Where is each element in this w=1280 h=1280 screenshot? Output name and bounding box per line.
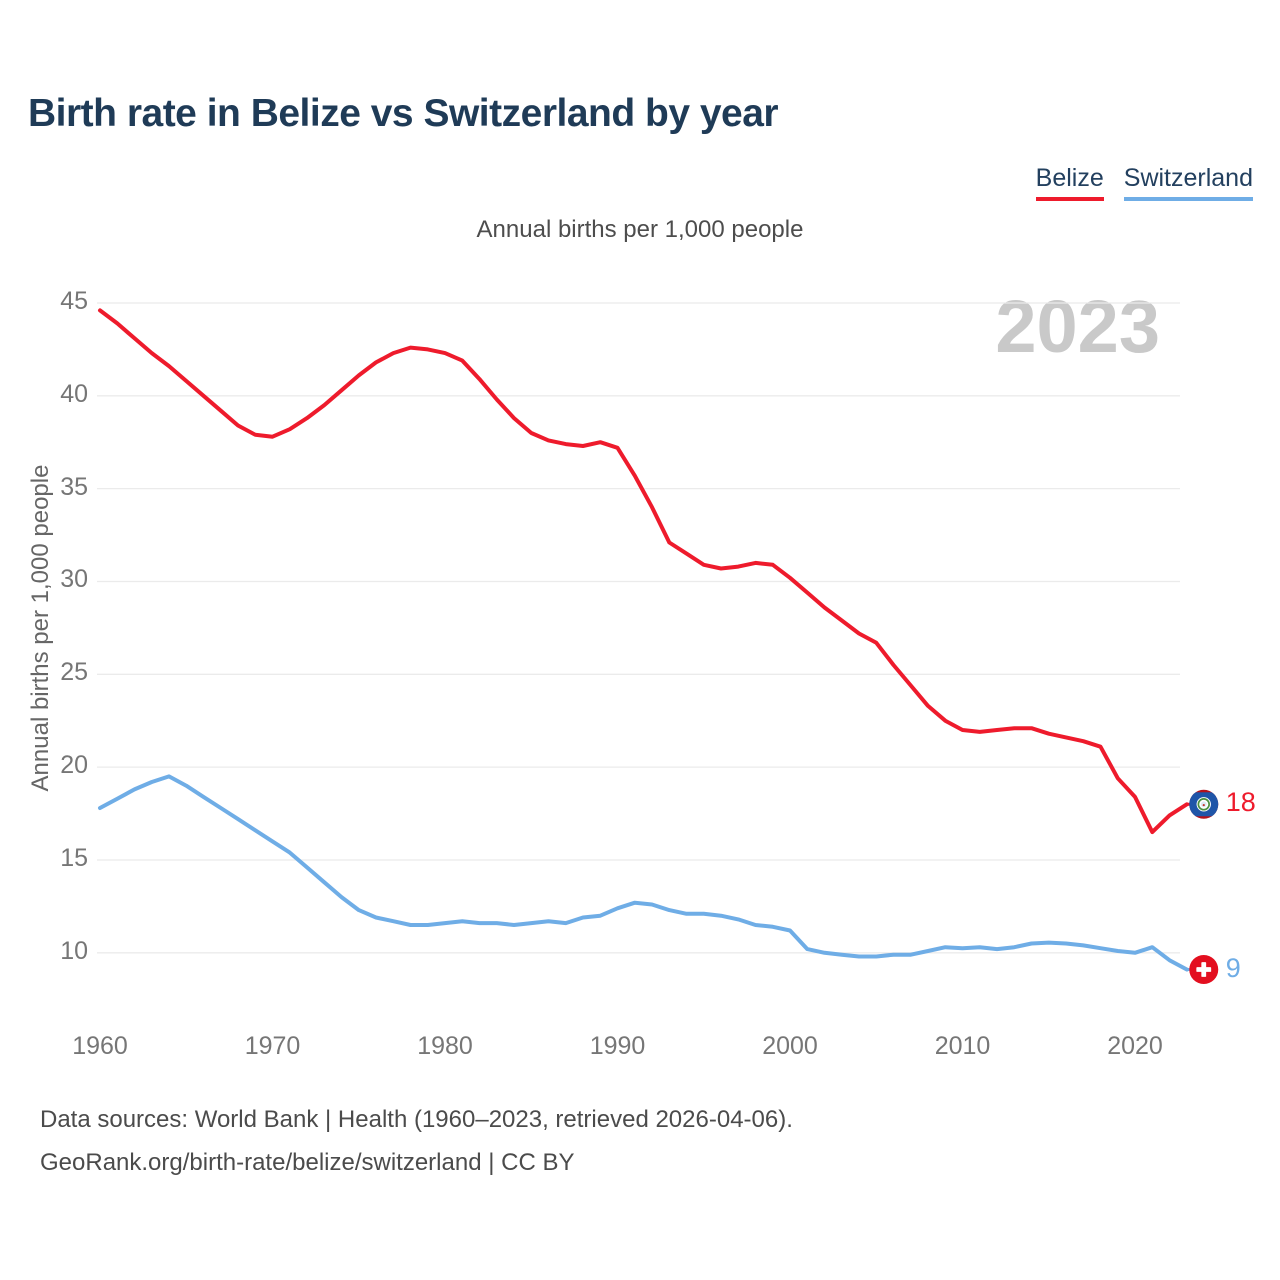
belize-line (98, 308, 1189, 835)
x-tick-label: 1960 (72, 1032, 128, 1060)
switzerland-end-value: 9 (1225, 952, 1241, 983)
chart-subtitle: Annual births per 1,000 people (476, 216, 804, 243)
swiss-cross-h (1196, 967, 1212, 972)
footer-sources: Data sources: World Bank | Health (1960–… (40, 1106, 793, 1133)
legend-item-switzerland[interactable]: Switzerland (1123, 164, 1253, 201)
belize-flag-wreath (1197, 798, 1210, 811)
y-tick-label: 30 (60, 565, 88, 594)
switzerland-line (98, 774, 1189, 972)
watermark-year: 2023 (995, 285, 1160, 368)
y-tick-label: 20 (60, 751, 88, 780)
y-tick-label: 25 (60, 658, 88, 687)
footer-attribution: GeoRank.org/birth-rate/belize/switzerlan… (40, 1149, 575, 1176)
y-axis-label: Annual births per 1,000 people (27, 464, 54, 792)
x-tick-label: 2010 (934, 1032, 991, 1060)
footer: Data sources: World Bank | Health (1960–… (40, 1098, 793, 1184)
belize-flag-shield-detail (1202, 803, 1205, 807)
belize-flag-icon (1189, 789, 1219, 819)
y-tick-label: 10 (60, 936, 88, 965)
x-tick-label: 1970 (244, 1032, 301, 1060)
x-tick-label: 1980 (417, 1032, 473, 1060)
page-title: Birth rate in Belize vs Switzerland by y… (28, 92, 779, 135)
x-tick-label: 2000 (762, 1032, 818, 1060)
y-tick-label: 40 (60, 379, 88, 408)
legend-item-belize[interactable]: Belize (1035, 164, 1104, 201)
y-tick-label: 45 (60, 287, 88, 315)
belize-flag-emblem (1196, 797, 1211, 812)
y-tick-label: 15 (60, 843, 88, 872)
belize-flag-shield (1200, 801, 1207, 808)
switzerland-flag-icon (1189, 955, 1219, 985)
belize-end-value: 18 (1225, 787, 1256, 818)
legend: Belize Switzerland (1035, 164, 1253, 201)
swiss-cross-v (1201, 962, 1207, 977)
x-tick-label: 1990 (589, 1032, 646, 1060)
y-tick-label: 35 (60, 472, 88, 501)
x-tick-label: 2020 (1107, 1032, 1163, 1060)
